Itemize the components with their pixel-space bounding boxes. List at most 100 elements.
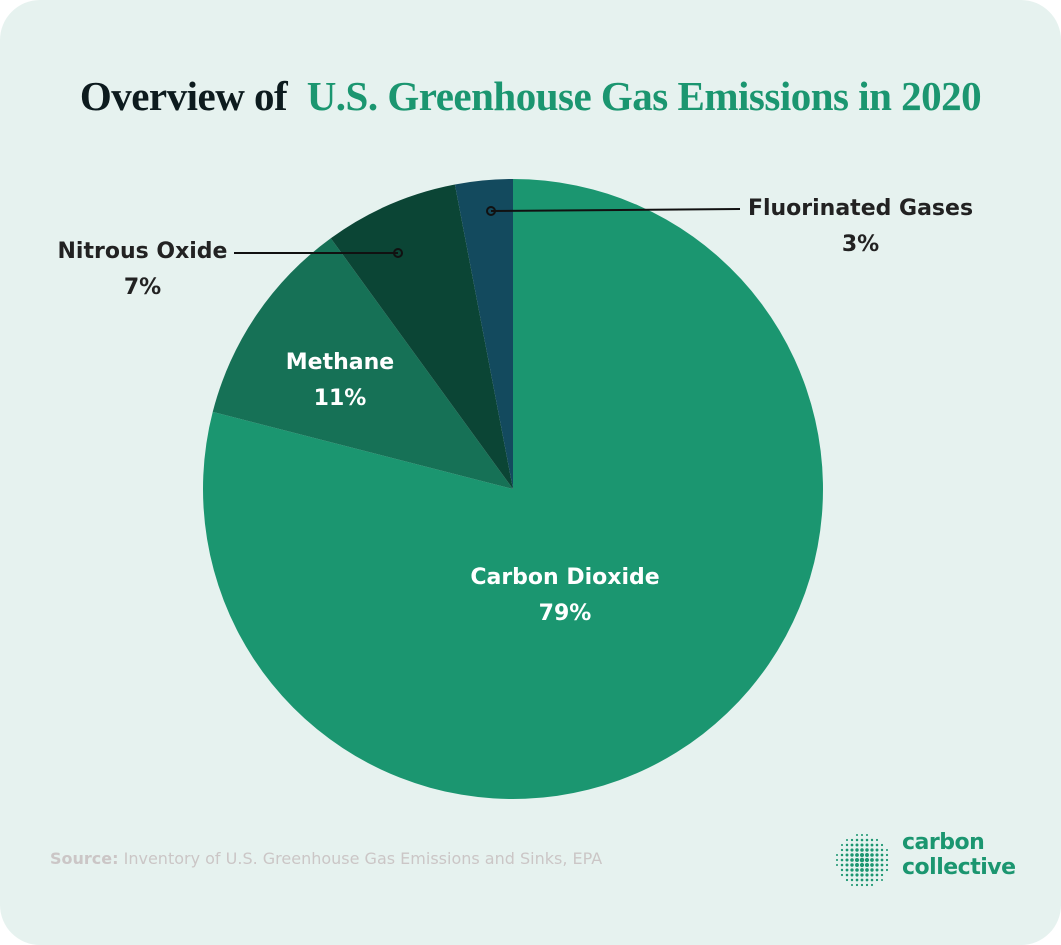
- logo-dot: [850, 838, 854, 842]
- logo-dot: [860, 848, 864, 852]
- title-prefix: Overview of: [79, 73, 288, 119]
- logo-dot: [880, 863, 884, 867]
- logo-dot: [840, 853, 844, 857]
- leader-dot-fluorinated: [486, 206, 496, 216]
- dotted-globe-icon: [835, 833, 889, 887]
- logo-dot: [865, 833, 869, 837]
- logo-dot: [840, 843, 844, 847]
- logo-dot: [845, 848, 849, 852]
- logo-dot: [885, 848, 889, 852]
- logo-dot: [870, 883, 874, 887]
- logo-dot: [835, 853, 839, 857]
- label-value: 79%: [538, 601, 592, 626]
- pie-slice-fluorinated-gases: [454, 179, 513, 489]
- label-name: Fluorinated Gases: [747, 196, 974, 221]
- pie-slice-carbon-dioxide: [203, 179, 824, 799]
- logo-dot: [880, 858, 884, 862]
- leader-dot-nitrous: [393, 248, 403, 258]
- logo-dot: [875, 878, 879, 882]
- logo-dot: [855, 838, 859, 842]
- logo-dot: [875, 858, 879, 862]
- logo-dot: [864, 857, 870, 863]
- logo-dot: [865, 838, 869, 842]
- slice-label-methane: Methane 11%: [260, 345, 420, 417]
- title-highlight: U.S. Greenhouse Gas Emissions in 2020: [306, 73, 982, 119]
- logo-dot: [855, 843, 859, 847]
- logo-dot: [885, 853, 889, 857]
- logo-dot: [864, 862, 870, 868]
- logo-dot: [875, 838, 879, 842]
- logo-dot: [845, 853, 849, 857]
- logo-dot: [865, 843, 869, 847]
- logo-dot: [859, 852, 865, 858]
- logo-dot: [850, 843, 854, 847]
- label-name: Nitrous Oxide: [57, 239, 228, 264]
- logo-dot: [840, 858, 844, 862]
- source-note: Source: Inventory of U.S. Greenhouse Gas…: [50, 849, 602, 868]
- logo-dot: [875, 848, 879, 852]
- logo-dot: [845, 838, 849, 842]
- logo-dot: [850, 853, 854, 857]
- pie-slice-methane: [212, 238, 513, 489]
- logo-dot: [845, 868, 849, 872]
- logo-dot: [870, 843, 874, 847]
- logo-dot: [845, 843, 849, 847]
- logo-dot: [870, 873, 874, 877]
- logo-dot: [840, 848, 844, 852]
- logo-dot: [859, 857, 865, 863]
- logo-dot: [870, 863, 874, 867]
- logo-dot: [870, 838, 874, 842]
- logo-dot: [875, 863, 879, 867]
- logo-dot: [860, 843, 864, 847]
- pie-slice-nitrous-oxide: [330, 184, 513, 489]
- logo-dot: [880, 843, 884, 847]
- logo-dot: [835, 858, 839, 862]
- logo-dot: [870, 848, 874, 852]
- logo-dot: [845, 878, 849, 882]
- slice-label-fluorinated-gases: Fluorinated Gases 3%: [738, 191, 983, 263]
- logo-dot: [880, 878, 884, 882]
- logo-dot: [860, 838, 864, 842]
- logo-dot: [840, 868, 844, 872]
- logo-dot: [865, 853, 869, 857]
- logo-dot: [845, 873, 849, 877]
- logo-dot: [870, 858, 874, 862]
- logo-dot: [855, 863, 859, 867]
- logo-dot: [870, 868, 874, 872]
- leader-line-fluorinated: [490, 208, 741, 212]
- logo-dot: [840, 873, 844, 877]
- label-value: 3%: [841, 232, 880, 257]
- logo-dot: [880, 853, 884, 857]
- logo-dot: [875, 873, 879, 877]
- logo-dot: [854, 857, 860, 863]
- logo-dot: [850, 883, 854, 887]
- logo-dot: [875, 868, 879, 872]
- chart-title: Overview of U.S. Greenhouse Gas Emission…: [0, 72, 1061, 120]
- label-name: Carbon Dioxide: [470, 565, 660, 590]
- logo-dot: [865, 868, 869, 872]
- logo-dot: [855, 868, 859, 872]
- logo-dot: [855, 883, 859, 887]
- logo-line-1: carbon: [902, 830, 985, 855]
- logo-dot: [880, 868, 884, 872]
- logo-dot: [845, 863, 849, 867]
- logo-dot: [865, 873, 869, 877]
- carbon-collective-logo: carbon collective: [834, 830, 1016, 892]
- logo-dot: [875, 853, 879, 857]
- label-value: 7%: [123, 275, 162, 300]
- logo-dot: [860, 833, 864, 837]
- logo-dot: [840, 863, 844, 867]
- slice-label-nitrous-oxide: Nitrous Oxide 7%: [40, 234, 245, 306]
- logo-dot: [870, 878, 874, 882]
- logo-dot: [850, 868, 854, 872]
- logo-dot: [835, 863, 839, 867]
- logo-dot: [865, 883, 869, 887]
- logo-dot: [845, 858, 849, 862]
- source-label: Source:: [50, 849, 119, 868]
- logo-dot: [880, 848, 884, 852]
- slice-label-carbon-dioxide: Carbon Dioxide 79%: [440, 560, 690, 632]
- logo-dot: [865, 848, 869, 852]
- logo-dot: [860, 878, 864, 882]
